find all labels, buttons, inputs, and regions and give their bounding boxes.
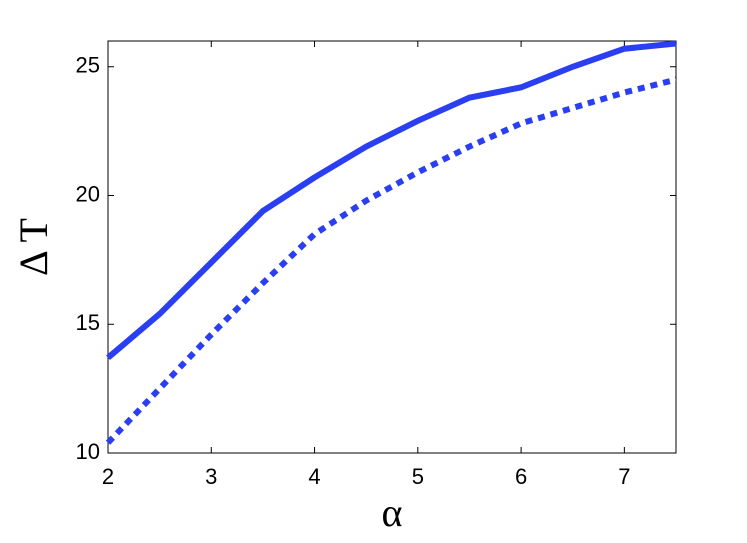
x-tick-label: 3 xyxy=(205,464,217,489)
x-tick-label: 2 xyxy=(102,464,114,489)
x-tick-label: 7 xyxy=(618,464,630,489)
x-tick-label: 5 xyxy=(412,464,424,489)
y-tick-label: 10 xyxy=(76,439,100,464)
plot-frame xyxy=(107,40,677,454)
x-tick-label: 6 xyxy=(515,464,527,489)
y-tick-label: 20 xyxy=(76,181,100,206)
x-axis-label: α xyxy=(382,490,403,535)
data-line xyxy=(106,40,677,361)
y-axis-label: Δ T xyxy=(11,218,56,276)
x-tick-label: 4 xyxy=(308,464,320,489)
y-tick-label: 25 xyxy=(76,53,100,78)
y-tick-label: 15 xyxy=(76,310,100,335)
data-line xyxy=(105,76,677,445)
